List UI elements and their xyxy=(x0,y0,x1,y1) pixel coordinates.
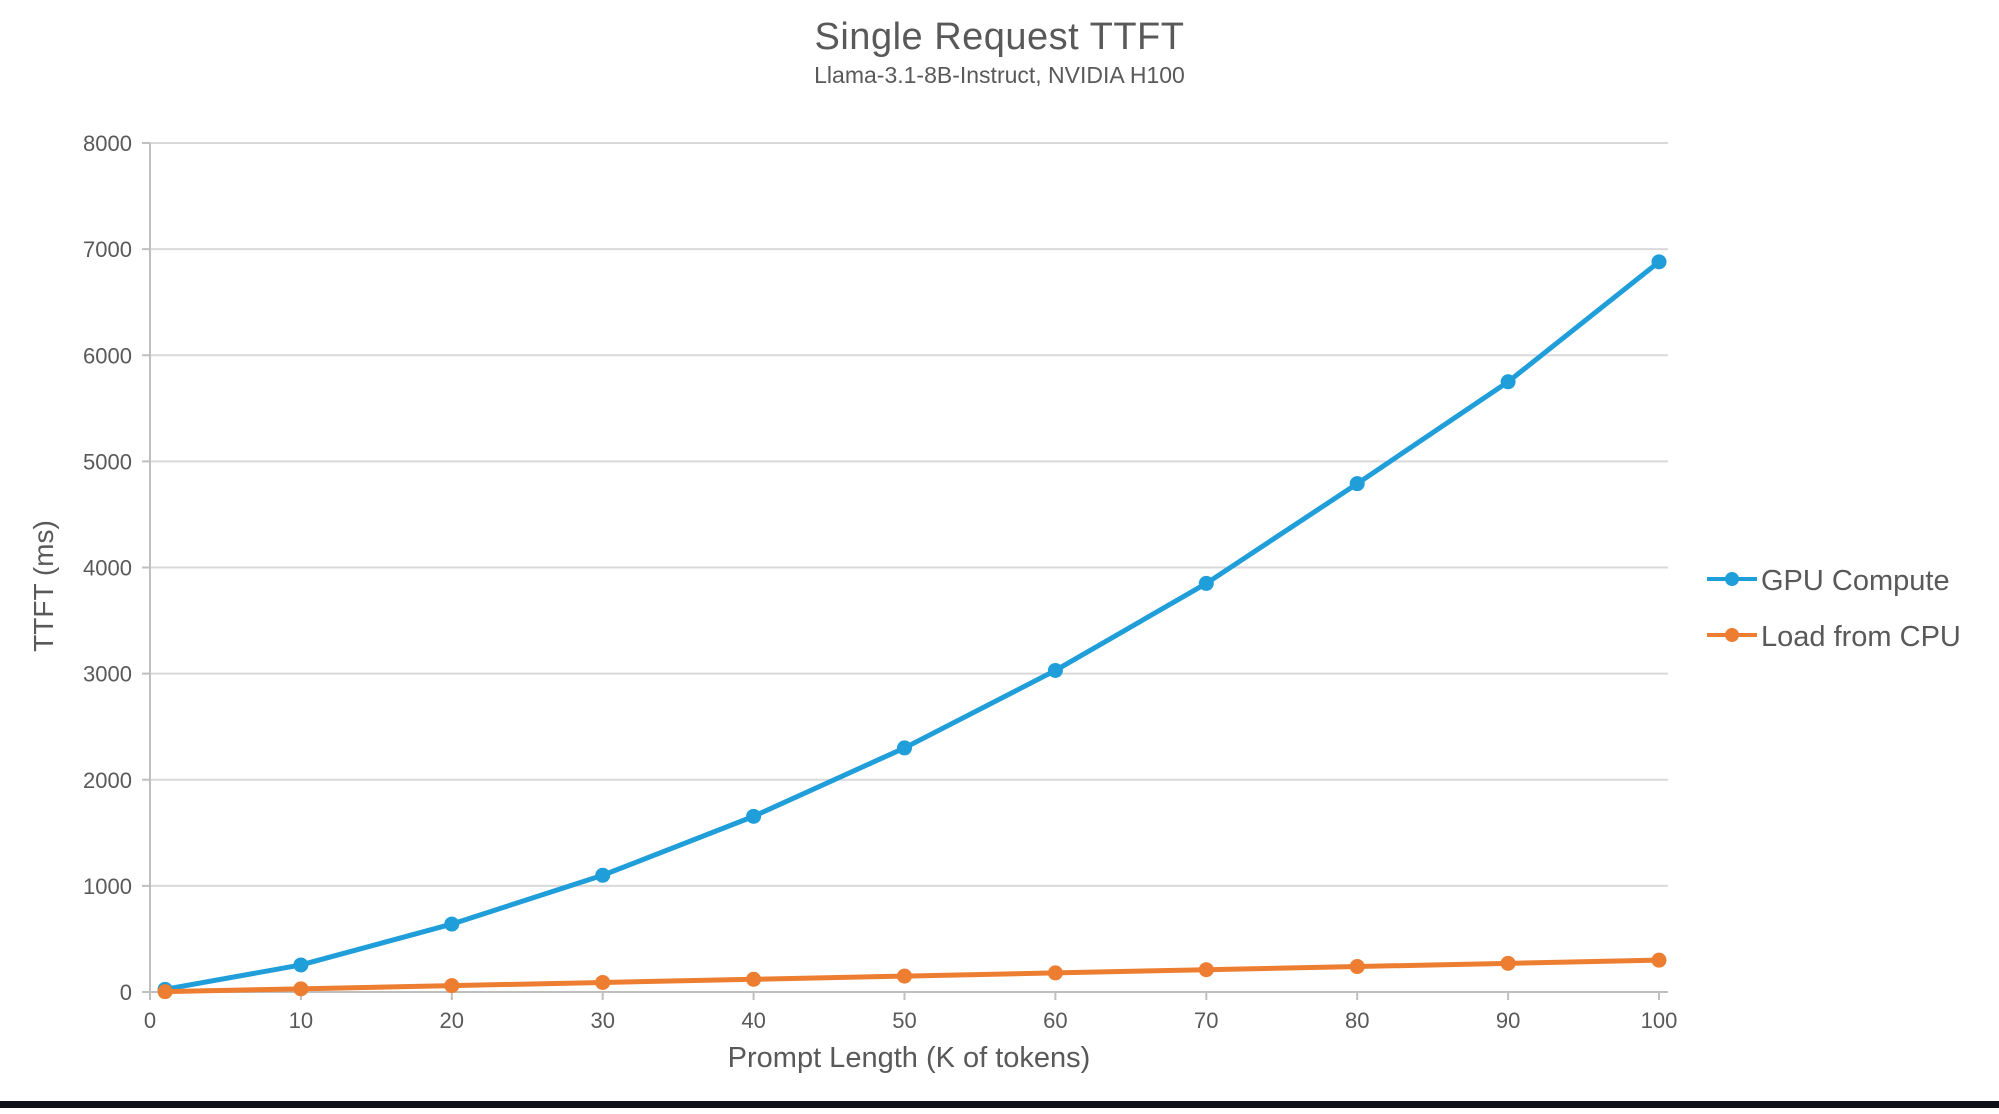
tick-label: 10 xyxy=(289,1008,313,1033)
data-point-marker xyxy=(157,984,173,1000)
series-line xyxy=(162,957,1662,995)
tick-label: 6000 xyxy=(83,343,132,368)
y-axis-title: TTFT (ms) xyxy=(28,520,59,652)
legend-item-load-from-cpu[interactable]: Load from CPU xyxy=(1706,616,1961,658)
data-point-marker xyxy=(1198,575,1214,591)
tick-label: 7000 xyxy=(83,237,132,262)
data-point-marker xyxy=(595,867,611,883)
data-point-marker xyxy=(746,971,762,987)
tick-label: 70 xyxy=(1194,1008,1218,1033)
data-point-marker xyxy=(293,957,309,973)
tick-label: 1000 xyxy=(83,874,132,899)
tick-label: 2000 xyxy=(83,768,132,793)
tick-label: 50 xyxy=(892,1008,916,1033)
data-point-marker xyxy=(1500,374,1516,390)
data-point-marker xyxy=(1651,254,1667,270)
x-axis-title: Prompt Length (K of tokens) xyxy=(727,1042,1091,1074)
tick-label: 40 xyxy=(741,1008,765,1033)
bottom-divider xyxy=(0,1101,1999,1108)
tick-label: 3000 xyxy=(83,662,132,687)
data-point-marker xyxy=(293,981,309,997)
tick-label: 8000 xyxy=(83,131,132,156)
legend-label: Load from CPU xyxy=(1761,620,1961,653)
legend-label: GPU Compute xyxy=(1761,564,1950,597)
data-point-marker xyxy=(444,978,460,994)
tick-label: 90 xyxy=(1496,1008,1520,1033)
tick-label: 60 xyxy=(1043,1008,1067,1033)
tick-label: 0 xyxy=(120,980,132,1005)
line-marker-icon xyxy=(1706,626,1758,649)
data-point-marker xyxy=(1651,952,1667,968)
data-point-marker xyxy=(1500,955,1516,971)
legend-item-gpu-compute[interactable]: GPU Compute xyxy=(1706,560,1961,602)
tick-label: 30 xyxy=(590,1008,614,1033)
data-point-marker xyxy=(897,968,912,984)
series-line xyxy=(162,259,1662,992)
data-point-marker xyxy=(1047,662,1063,678)
data-point-marker xyxy=(444,916,460,932)
tick-label: 4000 xyxy=(83,556,132,581)
legend: GPU Compute Load from CPU xyxy=(1706,560,1961,672)
tick-label: 0 xyxy=(144,1008,156,1033)
data-point-marker xyxy=(1349,476,1365,492)
tick-label: 100 xyxy=(1641,1008,1678,1033)
chart-subtitle: Llama-3.1-8B-Instruct, NVIDIA H100 xyxy=(814,62,1185,88)
data-point-marker xyxy=(1198,962,1214,978)
line-marker-icon xyxy=(1706,570,1758,593)
data-point-marker xyxy=(1349,959,1365,975)
tick-label: 80 xyxy=(1345,1008,1369,1033)
tick-label: 20 xyxy=(440,1008,464,1033)
tick-label: 5000 xyxy=(83,449,132,474)
chart-title: Single Request TTFT xyxy=(814,16,1185,58)
data-point-marker xyxy=(595,974,611,990)
data-point-marker xyxy=(897,740,912,756)
data-point-marker xyxy=(746,808,762,824)
data-point-marker xyxy=(1047,965,1063,981)
